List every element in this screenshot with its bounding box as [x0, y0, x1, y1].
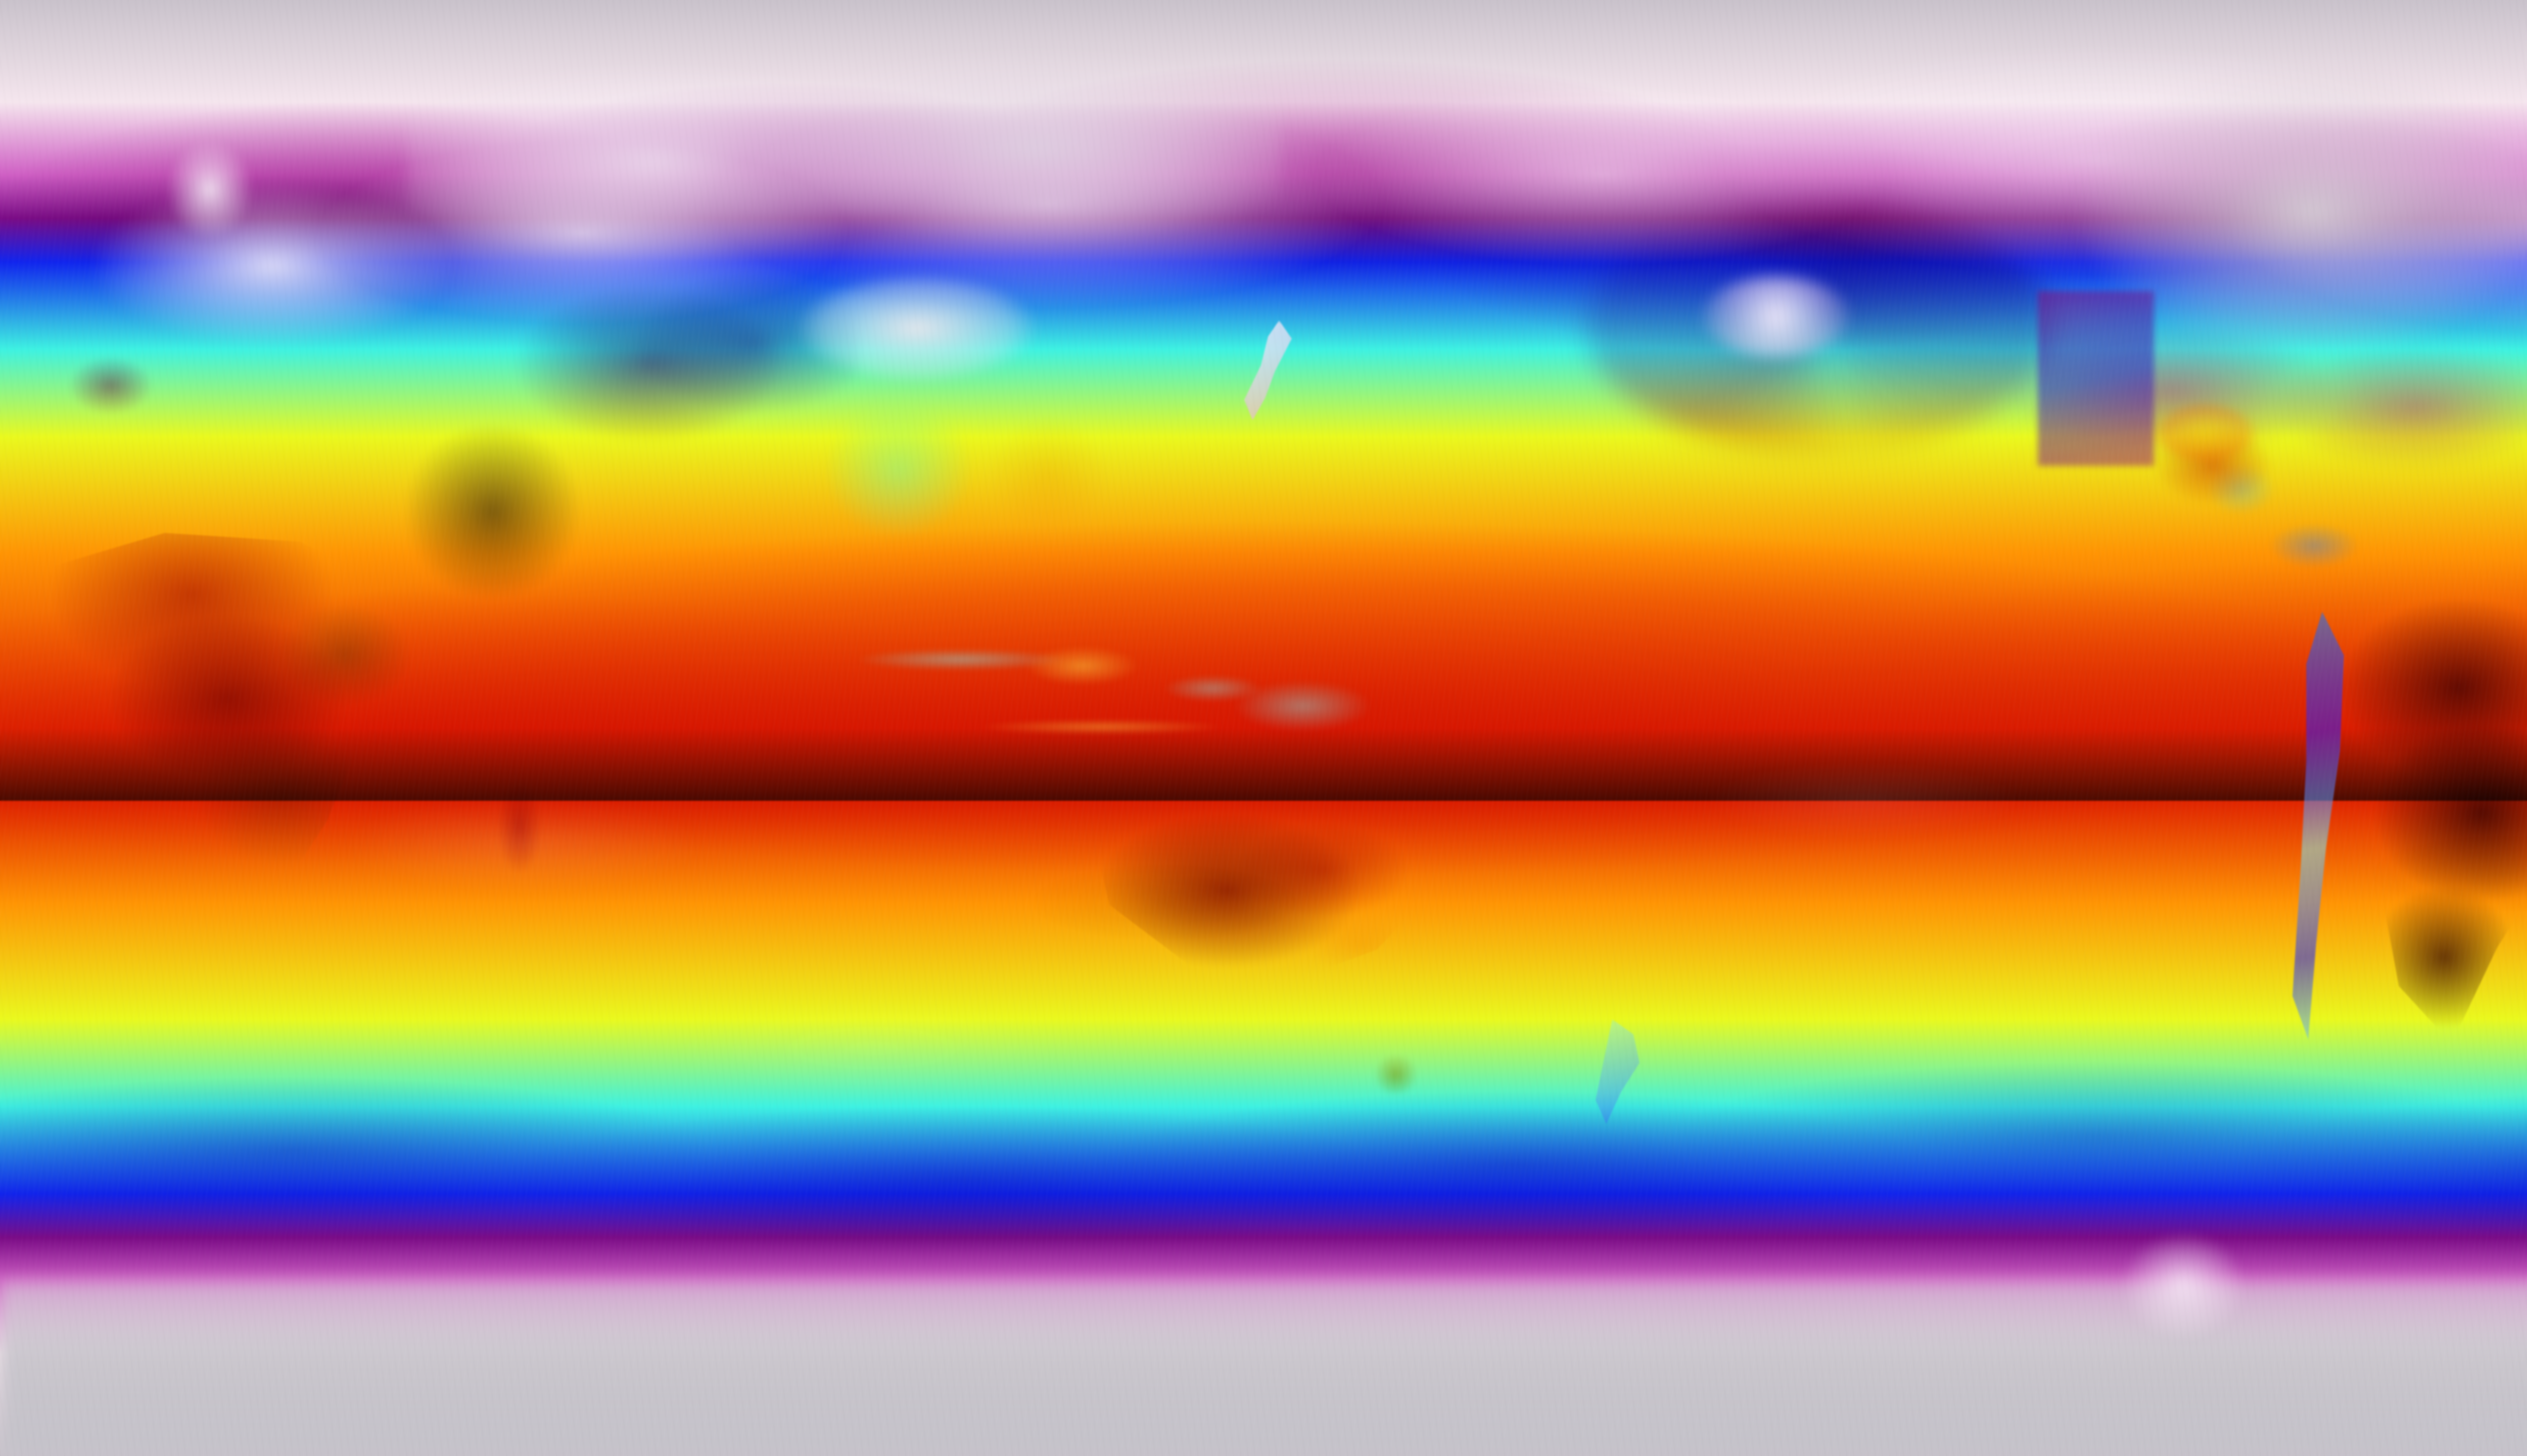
- turbulent-filament-texture: [0, 0, 2527, 1456]
- temperature-map-canvas: Global Surface Air Temperature equirecta…: [0, 0, 2527, 1456]
